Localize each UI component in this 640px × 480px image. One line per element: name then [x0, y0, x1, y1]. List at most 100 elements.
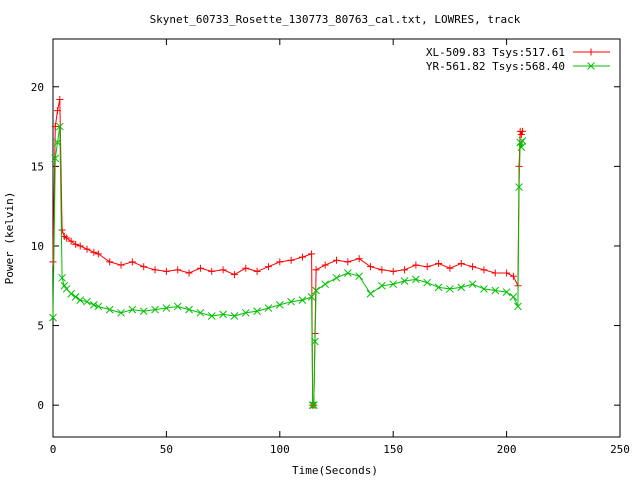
data-point	[207, 312, 216, 320]
data-point	[54, 107, 62, 115]
data-point	[51, 154, 60, 163]
data-point	[76, 296, 85, 304]
data-point	[219, 310, 227, 319]
data-point	[287, 297, 295, 306]
data-point	[264, 263, 272, 271]
data-point	[468, 280, 477, 289]
data-point	[469, 263, 477, 271]
data-point	[208, 267, 216, 275]
data-point	[457, 283, 466, 292]
series-yr	[49, 122, 527, 410]
data-point	[94, 302, 103, 311]
data-point	[63, 234, 71, 242]
data-point	[53, 138, 62, 147]
data-point	[308, 250, 316, 258]
data-point	[446, 285, 454, 293]
x-tick-label: 100	[270, 443, 290, 456]
data-point	[128, 305, 137, 314]
x-tick-label: 150	[383, 443, 403, 456]
data-point	[275, 301, 284, 309]
data-point	[139, 307, 148, 316]
x-tick-label: 200	[497, 443, 517, 456]
data-point	[434, 283, 443, 292]
data-point	[196, 308, 205, 317]
data-point	[307, 293, 316, 301]
y-tick-label: 10	[31, 240, 44, 253]
data-point	[128, 258, 136, 266]
data-point	[185, 269, 193, 277]
data-point	[185, 305, 193, 314]
data-point	[67, 289, 75, 298]
data-point	[241, 308, 250, 317]
data-point	[344, 258, 352, 266]
data-point	[89, 301, 98, 309]
x-tick-label: 0	[50, 443, 57, 456]
data-point	[587, 62, 595, 70]
data-point	[389, 267, 397, 275]
data-point	[276, 258, 284, 266]
data-point	[140, 263, 148, 271]
data-point	[333, 256, 340, 264]
data-point	[60, 281, 69, 290]
data-point	[400, 277, 409, 285]
chart-title: Skynet_60733_Rosette_130773_80763_cal.tx…	[150, 13, 521, 26]
data-point	[423, 278, 432, 287]
legend-label: XL-509.83 Tsys:517.61	[426, 46, 565, 59]
data-point	[480, 285, 488, 293]
data-point	[518, 137, 527, 145]
data-point	[287, 256, 295, 264]
data-point	[311, 337, 319, 346]
data-point	[378, 281, 386, 290]
data-point	[196, 264, 204, 272]
data-point	[587, 48, 595, 56]
data-point	[58, 226, 66, 234]
data-point	[332, 273, 341, 282]
y-tick-label: 5	[37, 320, 44, 333]
data-point	[173, 302, 182, 311]
data-point	[253, 307, 261, 316]
data-point	[309, 401, 318, 410]
data-point	[298, 296, 307, 304]
axis-ticks: 0 50 100 150 200 250 0 5 10 15 20	[31, 39, 630, 456]
data-point	[51, 123, 59, 131]
data-point	[321, 280, 330, 289]
data-point	[389, 280, 398, 289]
data-point	[264, 304, 273, 312]
data-point	[312, 286, 320, 295]
data-point	[355, 255, 363, 263]
data-point	[230, 271, 238, 279]
data-point	[72, 240, 80, 248]
data-point	[162, 267, 170, 275]
data-point	[151, 305, 159, 314]
x-axis-label: Time(Seconds)	[292, 464, 378, 477]
data-point	[321, 261, 329, 269]
data-point	[312, 266, 320, 274]
data-point	[174, 266, 182, 274]
data-point	[242, 264, 250, 272]
data-point	[49, 258, 57, 266]
data-point	[502, 288, 511, 296]
data-point	[117, 308, 125, 317]
data-point	[83, 297, 91, 306]
data-point	[515, 183, 523, 191]
series-xl	[49, 95, 526, 409]
data-point	[67, 237, 75, 245]
data-point	[517, 131, 525, 139]
data-point	[94, 250, 102, 258]
plot-area	[52, 38, 621, 438]
x-tick-label: 250	[610, 443, 630, 456]
data-point	[518, 127, 526, 135]
data-point	[509, 293, 518, 301]
y-tick-label: 15	[31, 160, 44, 173]
data-point	[378, 266, 386, 274]
data-point	[230, 312, 239, 320]
data-point	[49, 313, 57, 322]
y-tick-label: 20	[31, 81, 44, 94]
y-tick-label: 0	[37, 399, 44, 412]
data-point	[367, 263, 375, 271]
x-tick-label: 50	[160, 443, 173, 456]
data-point	[55, 122, 64, 131]
data-point	[491, 269, 499, 277]
data-point	[514, 302, 522, 311]
y-axis-label: Power (kelvin)	[3, 192, 16, 285]
